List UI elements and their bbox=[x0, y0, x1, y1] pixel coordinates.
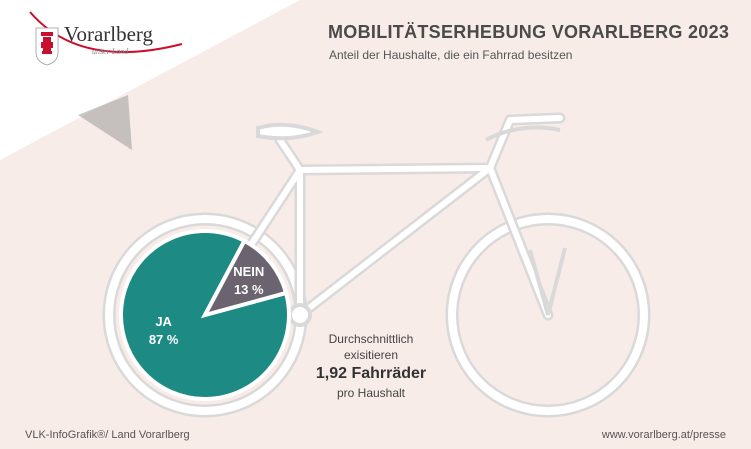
pie-chart: JA 87 % NEIN 13 % bbox=[119, 229, 291, 401]
page-title: MOBILITÄTSERHEBUNG VORARLBERG 2023 bbox=[328, 22, 730, 42]
info-line-1: Durchschnittlich bbox=[328, 332, 414, 346]
bike-count-info: Durchschnittlich exisitieren 1,92 Fahrrä… bbox=[296, 331, 446, 401]
footer-credit: VLK-InfoGrafik®/ Land Vorarlberg bbox=[25, 429, 190, 441]
decorative-wedge bbox=[78, 95, 132, 150]
pie-value-nein: 13 % bbox=[234, 282, 264, 297]
pie-slice-nein bbox=[201, 238, 289, 319]
info-line-2: exisitieren bbox=[343, 348, 399, 362]
bicycle-outline bbox=[102, 112, 651, 418]
info-highlight: 1,92 Fahrräder bbox=[315, 365, 427, 382]
logo-tagline: unser Land bbox=[92, 47, 129, 56]
vorarlberg-coat-of-arms-icon bbox=[35, 27, 59, 66]
logo-name: Vorarlberg bbox=[64, 22, 154, 46]
pie-label-ja: JA bbox=[155, 314, 172, 329]
info-line-3: pro Haushalt bbox=[336, 386, 406, 400]
footer-url[interactable]: www.vorarlberg.at/presse bbox=[601, 429, 726, 441]
logo-swoosh bbox=[29, 11, 183, 53]
page-subtitle: Anteil der Haushalte, die ein Fahrrad be… bbox=[329, 48, 573, 62]
header-panel bbox=[0, 0, 300, 160]
pie-label-nein: NEIN bbox=[233, 264, 264, 279]
pie-value-ja: 87 % bbox=[149, 332, 179, 347]
